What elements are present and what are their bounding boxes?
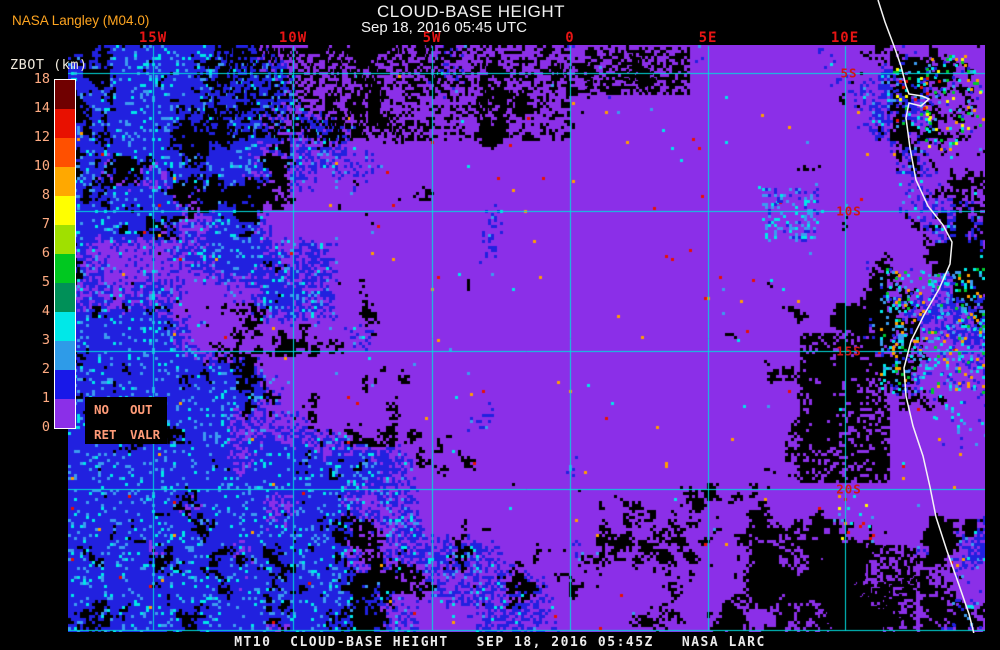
lon-label-0: 0 (565, 30, 575, 46)
page-title: CLOUD-BASE HEIGHT (377, 2, 565, 21)
colorbar-seg-2-3 (55, 341, 75, 370)
colorbar-tick-12: 12 (33, 129, 50, 145)
flag-valr: VALR (130, 426, 161, 442)
colorbar-tick-18: 18 (33, 71, 50, 87)
colorbar-tick-0: 0 (41, 419, 50, 435)
lat-label-20S: 20S (836, 481, 862, 497)
lat-label-5S: 5S (840, 65, 858, 81)
colorbar-seg-3-4 (55, 312, 75, 341)
colorbar-tick-5: 5 (41, 274, 50, 290)
colorbar-tick-4: 4 (41, 303, 50, 319)
colorbar-seg-6-7 (55, 225, 75, 254)
colorbar-title: ZBOT (km) (10, 57, 88, 73)
colorbar-seg-4-5 (55, 283, 75, 312)
colorbar-seg-14-18 (55, 80, 75, 109)
colorbar-tick-8: 8 (41, 187, 50, 203)
lon-label-5W: 5W (422, 30, 442, 46)
map-canvas (68, 45, 985, 632)
colorbar-seg-0-1 (55, 399, 75, 428)
flag-row-1: NO OUT (85, 397, 167, 417)
colorbar-seg-5-6 (55, 254, 75, 283)
colorbar-tick-6: 6 (41, 245, 50, 261)
colorbar-tick-1: 1 (41, 390, 50, 406)
colorbar-seg-7-8 (55, 196, 75, 225)
footer-text: MT10 CLOUD-BASE HEIGHT SEP 18, 2016 05:4… (234, 635, 766, 650)
colorbar (54, 79, 76, 429)
nasa-langley-credit: NASA Langley (M04.0) (12, 13, 150, 28)
flag-row-2: RET VALR (85, 417, 167, 442)
colorbar-tick-2: 2 (41, 361, 50, 377)
colorbar-seg-8-10 (55, 167, 75, 196)
flag-ret: RET (94, 426, 117, 442)
lon-label-10E: 10E (830, 30, 860, 46)
colorbar-seg-1-2 (55, 370, 75, 399)
flag-legend: NO OUT RET VALR (85, 397, 167, 444)
colorbar-tick-14: 14 (33, 100, 50, 116)
colorbar-tick-3: 3 (41, 332, 50, 348)
lat-label-10S: 10S (836, 203, 862, 219)
flag-out: OUT (130, 402, 153, 417)
timestamp: Sep 18, 2016 05:45 UTC (361, 19, 527, 36)
colorbar-seg-12-14 (55, 109, 75, 138)
flag-no: NO (94, 402, 110, 417)
lon-label-10W: 10W (278, 30, 308, 46)
lon-label-15W: 15W (138, 30, 168, 46)
colorbar-tick-7: 7 (41, 216, 50, 232)
lat-label-15S: 15S (836, 343, 862, 359)
lon-label-5E: 5E (698, 30, 718, 46)
colorbar-seg-10-12 (55, 138, 75, 167)
footer-bar: MT10 CLOUD-BASE HEIGHT SEP 18, 2016 05:4… (0, 633, 1000, 650)
colorbar-tick-10: 10 (33, 158, 50, 174)
